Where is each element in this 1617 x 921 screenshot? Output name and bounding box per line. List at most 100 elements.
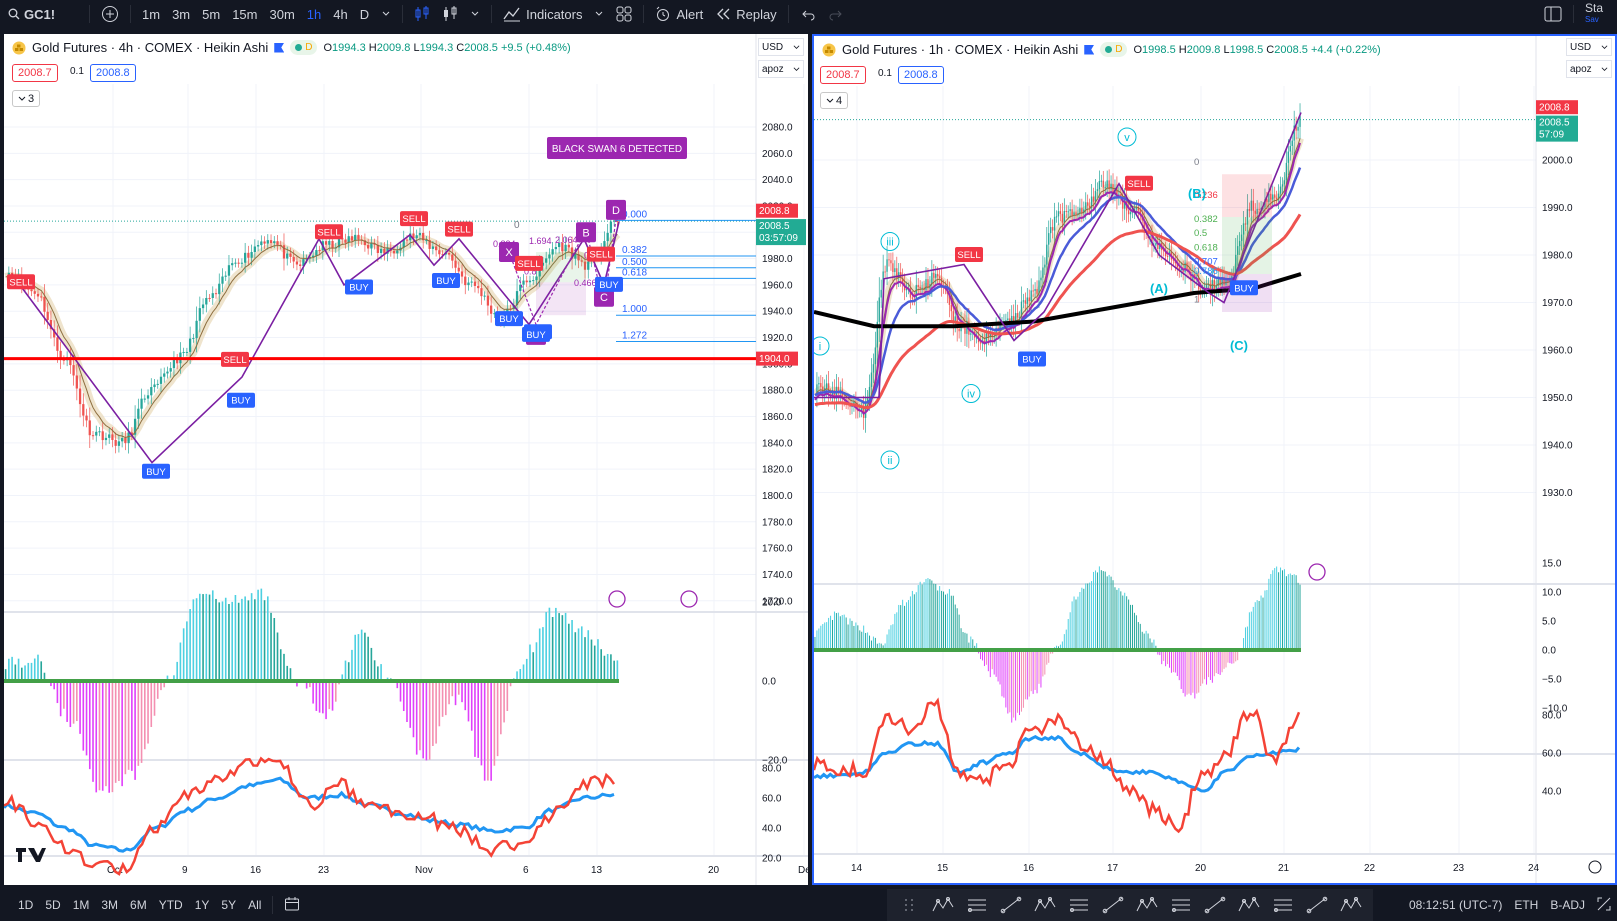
goto-date-button[interactable]	[278, 896, 306, 915]
candle-body	[1030, 290, 1032, 302]
fib-level-label: 1.000	[622, 304, 647, 315]
signal-text: BUY	[1234, 283, 1254, 294]
templates-button[interactable]	[610, 0, 638, 28]
symbol-search[interactable]: GC1!	[4, 3, 84, 25]
right-chart-title[interactable]: Gold Futures · 1h · COMEX · Heikin Ashi	[842, 42, 1079, 57]
interval-dropdown[interactable]	[375, 0, 397, 28]
interval-5m[interactable]: 5m	[202, 6, 221, 22]
currency-select[interactable]: USD	[758, 38, 804, 56]
candle-body	[861, 407, 863, 411]
indicators-dropdown[interactable]	[588, 0, 610, 28]
candle-body	[535, 276, 538, 281]
candle-body	[898, 272, 900, 278]
chart-type-button[interactable]	[436, 0, 464, 28]
range-ytd[interactable]: YTD	[158, 898, 183, 912]
price-tick-label: 1960.0	[762, 280, 793, 291]
candle-body	[1250, 200, 1253, 211]
range-5d[interactable]: 5D	[45, 898, 61, 912]
parallel-channel-icon[interactable]	[1271, 895, 1295, 915]
candle-body	[477, 285, 480, 289]
bars-pattern-icon[interactable]	[1135, 895, 1159, 915]
fib-spiral-icon[interactable]	[1237, 895, 1261, 915]
search-icon	[8, 8, 20, 20]
interval-1m[interactable]: 1m	[142, 6, 161, 22]
fib-retracement-icon[interactable]	[1101, 895, 1125, 915]
indicators-button[interactable]: Indicators	[497, 0, 588, 28]
abcd-pattern-icon[interactable]	[965, 895, 989, 915]
undo-button[interactable]	[794, 0, 822, 28]
currency-select[interactable]: USD	[1566, 38, 1612, 56]
right-chart-pane[interactable]: 2000.0 1990.0 1980.0 1970.0 1960.0 1950.0 1940…	[812, 34, 1617, 885]
drag-handle-icon[interactable]	[897, 895, 921, 915]
undo-icon	[801, 10, 815, 21]
range-5y[interactable]: 5Y	[221, 898, 237, 912]
trend-channel-icon[interactable]	[999, 895, 1023, 915]
range-1m[interactable]: 1M	[72, 898, 90, 912]
save-layout-button[interactable]: Sta Sav	[1579, 0, 1617, 28]
range-6m[interactable]: 6M	[130, 898, 147, 912]
elliott-wave-icon[interactable]	[1203, 895, 1227, 915]
horizontal-ray-icon[interactable]	[1033, 895, 1057, 915]
left-chart-pane[interactable]: 2080.02060.02040.02020.02000.01980.01960…	[4, 34, 808, 885]
ray-icon[interactable]	[1067, 895, 1091, 915]
forward-icon[interactable]	[680, 590, 698, 608]
divider	[787, 5, 789, 23]
unit-select[interactable]: apoz	[758, 60, 804, 78]
layout-button[interactable]	[1538, 0, 1568, 28]
zigzag-line	[814, 112, 1302, 399]
candle-body	[1042, 267, 1044, 278]
indicators-collapse-button[interactable]: 4	[820, 92, 848, 109]
interval-30m[interactable]: 30m	[269, 6, 295, 22]
fullscreen-button[interactable]	[1591, 897, 1617, 914]
redo-button[interactable]	[822, 0, 850, 28]
candle-body	[1223, 276, 1225, 285]
indicators-collapse-button[interactable]: 3	[12, 90, 40, 107]
interval-1h[interactable]: 1h	[306, 6, 322, 22]
candle-body	[363, 240, 367, 245]
trend-line-icon[interactable]	[1169, 895, 1193, 915]
left-chart-title[interactable]: Gold Futures · 4h · COMEX · Heikin Ashi	[32, 40, 269, 55]
right-chart-canvas[interactable]: 2000.01990.01980.01970.01960.01950.01940…	[814, 36, 1615, 883]
fib-extension-icon[interactable]	[1305, 895, 1329, 915]
xabcd-pattern-icon[interactable]	[931, 895, 955, 915]
candle-body	[88, 420, 91, 436]
lightning-icon[interactable]	[608, 590, 626, 608]
osc-tick-label: 10.0	[1542, 588, 1562, 599]
interval-d[interactable]: D	[359, 6, 370, 22]
chart-type-dropdown[interactable]	[464, 0, 486, 28]
flag-icon[interactable]	[1084, 44, 1095, 55]
sell-signal-label: SELL	[315, 224, 343, 240]
range-1y[interactable]: 1Y	[194, 898, 210, 912]
bar-style-button[interactable]	[408, 0, 436, 28]
wave-label: iv	[967, 389, 975, 401]
market-status-badge[interactable]: D	[290, 40, 318, 55]
market-status-badge[interactable]: D	[1100, 42, 1128, 57]
gann-fan-icon[interactable]	[1339, 895, 1363, 915]
settings-gear-icon[interactable]	[1588, 860, 1602, 874]
session-toggle[interactable]: ETH	[1514, 898, 1539, 912]
candle-body	[894, 268, 896, 273]
harmonic-point-label: C	[600, 292, 608, 304]
flag-icon[interactable]	[274, 42, 285, 53]
interval-15m[interactable]: 15m	[232, 6, 258, 22]
alert-button[interactable]: Alert	[649, 0, 709, 28]
clock[interactable]: 08:12:51 (UTC-7)	[1408, 898, 1503, 912]
interval-3m[interactable]: 3m	[172, 6, 191, 22]
sell-price-button[interactable]: 2008.7	[820, 66, 866, 84]
compare-button[interactable]	[95, 0, 125, 28]
range-all[interactable]: All	[248, 898, 262, 912]
adjust-toggle[interactable]: B-ADJ	[1550, 898, 1585, 912]
replay-button[interactable]: Replay	[709, 0, 782, 28]
sell-signal-label: SELL	[587, 246, 615, 262]
range-3m[interactable]: 3M	[101, 898, 119, 912]
lightning-icon[interactable]	[1308, 563, 1326, 581]
unit-select[interactable]: apoz	[1566, 60, 1612, 78]
range-1d[interactable]: 1D	[18, 898, 34, 912]
candle-body	[888, 259, 890, 261]
chevron-down-icon	[382, 11, 390, 16]
buy-price-button[interactable]: 2008.8	[90, 64, 136, 82]
buy-price-button[interactable]: 2008.8	[898, 66, 944, 84]
left-chart-canvas[interactable]: 2080.02060.02040.02020.02000.01980.01960…	[4, 34, 808, 885]
interval-4h[interactable]: 4h	[333, 6, 348, 22]
sell-price-button[interactable]: 2008.7	[12, 64, 58, 82]
